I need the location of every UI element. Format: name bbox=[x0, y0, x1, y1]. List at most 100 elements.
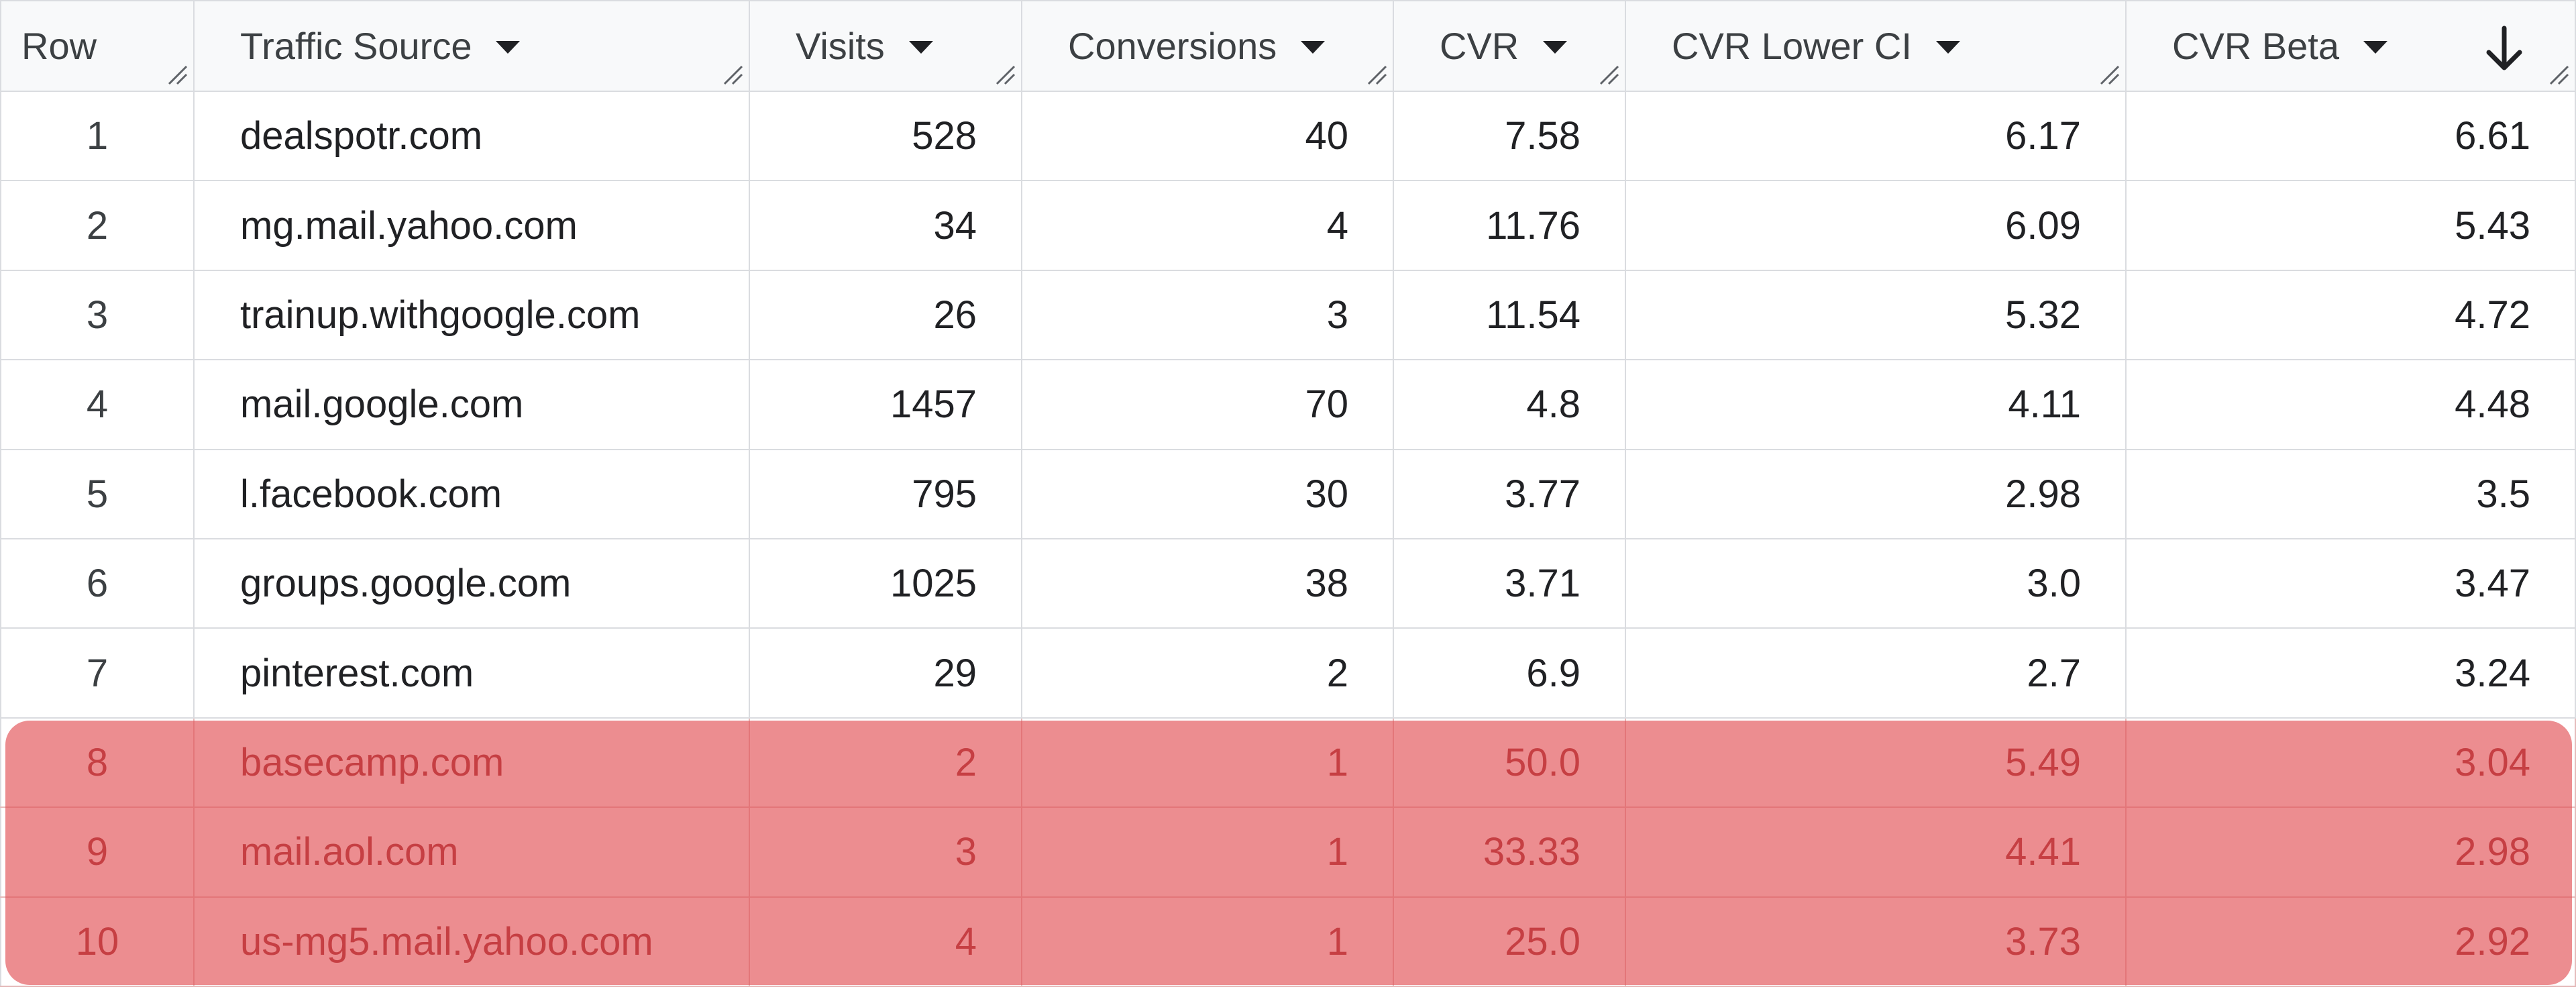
cell-traffic-source[interactable]: trainup.withgoogle.com bbox=[195, 270, 750, 360]
resize-handle-icon[interactable] bbox=[1363, 61, 1387, 85]
table-row[interactable]: 6 groups.google.com 1025 38 3.71 3.0 3.47 bbox=[0, 539, 2576, 629]
cell-traffic-source[interactable]: basecamp.com bbox=[195, 718, 750, 807]
cell-cvr[interactable]: 50.0 bbox=[1394, 718, 1626, 807]
cell-traffic-source[interactable]: mail.google.com bbox=[195, 360, 750, 449]
cell-traffic-source[interactable]: l.facebook.com bbox=[195, 450, 750, 538]
cell-row[interactable]: 7 bbox=[0, 629, 195, 717]
cell-cvr-lower-ci[interactable]: 4.41 bbox=[1626, 808, 2127, 896]
caret-down-icon[interactable] bbox=[496, 41, 521, 54]
cell-cvr-beta[interactable]: 4.48 bbox=[2127, 360, 2576, 449]
cell-conversions[interactable]: 1 bbox=[1022, 718, 1394, 807]
caret-down-icon[interactable] bbox=[1543, 41, 1568, 54]
cell-visits[interactable]: 3 bbox=[750, 808, 1022, 896]
column-header-cvr-beta[interactable]: CVR Beta bbox=[2127, 1, 2576, 91]
table-row[interactable]: 5 l.facebook.com 795 30 3.77 2.98 3.5 bbox=[0, 450, 2576, 539]
table-row[interactable]: 4 mail.google.com 1457 70 4.8 4.11 4.48 bbox=[0, 360, 2576, 450]
table-row[interactable]: 8 basecamp.com 2 1 50.0 5.49 3.04 bbox=[0, 718, 2576, 809]
cell-row[interactable]: 3 bbox=[0, 270, 195, 360]
cell-row[interactable]: 9 bbox=[0, 808, 195, 896]
resize-handle-icon[interactable] bbox=[991, 61, 1016, 85]
cell-cvr-lower-ci[interactable]: 2.98 bbox=[1626, 450, 2127, 538]
cell-conversions[interactable]: 70 bbox=[1022, 360, 1394, 449]
cell-visits[interactable]: 2 bbox=[750, 718, 1022, 807]
cell-cvr-lower-ci[interactable]: 2.7 bbox=[1626, 629, 2127, 717]
column-header-visits[interactable]: Visits bbox=[750, 1, 1022, 91]
cell-conversions[interactable]: 1 bbox=[1022, 808, 1394, 896]
cell-cvr-beta[interactable]: 4.72 bbox=[2127, 270, 2576, 360]
cell-cvr[interactable]: 3.71 bbox=[1394, 539, 1626, 628]
table-row[interactable]: 9 mail.aol.com 3 1 33.33 4.41 2.98 bbox=[0, 808, 2576, 898]
cell-cvr-beta[interactable]: 5.43 bbox=[2127, 181, 2576, 270]
caret-down-icon[interactable] bbox=[2363, 41, 2387, 54]
cell-conversions[interactable]: 30 bbox=[1022, 450, 1394, 538]
cell-conversions[interactable]: 38 bbox=[1022, 539, 1394, 628]
caret-down-icon[interactable] bbox=[1935, 41, 1960, 54]
cell-conversions[interactable]: 1 bbox=[1022, 897, 1394, 986]
table-row[interactable]: 1 dealspotr.com 528 40 7.58 6.17 6.61 bbox=[0, 92, 2576, 182]
cell-traffic-source[interactable]: us-mg5.mail.yahoo.com bbox=[195, 897, 750, 986]
cell-cvr[interactable]: 11.54 bbox=[1394, 270, 1626, 360]
cell-cvr[interactable]: 4.8 bbox=[1394, 360, 1626, 449]
cell-cvr[interactable]: 7.58 bbox=[1394, 92, 1626, 180]
cell-row[interactable]: 5 bbox=[0, 450, 195, 538]
cell-cvr-lower-ci[interactable]: 3.73 bbox=[1626, 897, 2127, 986]
cell-visits[interactable]: 34 bbox=[750, 181, 1022, 270]
cell-visits[interactable]: 26 bbox=[750, 270, 1022, 360]
column-header-cvr-lower-ci[interactable]: CVR Lower CI bbox=[1626, 1, 2127, 91]
column-header-row[interactable]: Row bbox=[0, 1, 195, 91]
cell-visits[interactable]: 1025 bbox=[750, 539, 1022, 628]
resize-handle-icon[interactable] bbox=[2096, 61, 2120, 85]
cell-traffic-source[interactable]: mail.aol.com bbox=[195, 808, 750, 896]
cell-cvr[interactable]: 11.76 bbox=[1394, 181, 1626, 270]
table-row[interactable]: 10 us-mg5.mail.yahoo.com 4 1 25.0 3.73 2.92 bbox=[0, 897, 2576, 987]
cell-conversions[interactable]: 2 bbox=[1022, 629, 1394, 717]
resize-handle-icon[interactable] bbox=[719, 61, 743, 85]
cell-cvr[interactable]: 6.9 bbox=[1394, 629, 1626, 717]
cell-cvr-beta[interactable]: 2.92 bbox=[2127, 897, 2576, 986]
cell-cvr-lower-ci[interactable]: 5.32 bbox=[1626, 270, 2127, 360]
caret-down-icon[interactable] bbox=[908, 41, 933, 54]
cell-visits[interactable]: 795 bbox=[750, 450, 1022, 538]
cell-visits[interactable]: 4 bbox=[750, 897, 1022, 986]
arrow-down-icon[interactable] bbox=[2481, 24, 2528, 72]
cell-cvr-lower-ci[interactable]: 6.09 bbox=[1626, 181, 2127, 270]
cell-cvr-beta[interactable]: 3.5 bbox=[2127, 450, 2576, 538]
cell-traffic-source[interactable]: dealspotr.com bbox=[195, 92, 750, 180]
table-row[interactable]: 7 pinterest.com 29 2 6.9 2.7 3.24 bbox=[0, 629, 2576, 719]
resize-handle-icon[interactable] bbox=[164, 61, 188, 85]
cell-cvr-lower-ci[interactable]: 4.11 bbox=[1626, 360, 2127, 449]
cell-visits[interactable]: 1457 bbox=[750, 360, 1022, 449]
cell-row[interactable]: 1 bbox=[0, 92, 195, 180]
cell-cvr[interactable]: 33.33 bbox=[1394, 808, 1626, 896]
cell-row[interactable]: 4 bbox=[0, 360, 195, 449]
cell-visits[interactable]: 528 bbox=[750, 92, 1022, 180]
caret-down-icon[interactable] bbox=[1301, 41, 1326, 54]
cell-row[interactable]: 2 bbox=[0, 181, 195, 270]
column-header-cvr[interactable]: CVR bbox=[1394, 1, 1626, 91]
resize-handle-icon[interactable] bbox=[2545, 61, 2569, 85]
cell-row[interactable]: 6 bbox=[0, 539, 195, 628]
cell-cvr-lower-ci[interactable]: 5.49 bbox=[1626, 718, 2127, 807]
cell-conversions[interactable]: 4 bbox=[1022, 181, 1394, 270]
cell-traffic-source[interactable]: groups.google.com bbox=[195, 539, 750, 628]
cell-traffic-source[interactable]: pinterest.com bbox=[195, 629, 750, 717]
cell-row[interactable]: 10 bbox=[0, 897, 195, 986]
cell-cvr[interactable]: 3.77 bbox=[1394, 450, 1626, 538]
column-header-traffic-source[interactable]: Traffic Source bbox=[195, 1, 750, 91]
cell-cvr[interactable]: 25.0 bbox=[1394, 897, 1626, 986]
cell-row[interactable]: 8 bbox=[0, 718, 195, 807]
cell-conversions[interactable]: 3 bbox=[1022, 270, 1394, 360]
column-header-conversions[interactable]: Conversions bbox=[1022, 1, 1394, 91]
cell-cvr-beta[interactable]: 3.47 bbox=[2127, 539, 2576, 628]
cell-cvr-beta[interactable]: 3.24 bbox=[2127, 629, 2576, 717]
cell-cvr-lower-ci[interactable]: 3.0 bbox=[1626, 539, 2127, 628]
table-row[interactable]: 3 trainup.withgoogle.com 26 3 11.54 5.32 4.72 bbox=[0, 270, 2576, 361]
cell-visits[interactable]: 29 bbox=[750, 629, 1022, 717]
cell-traffic-source[interactable]: mg.mail.yahoo.com bbox=[195, 181, 750, 270]
cell-cvr-lower-ci[interactable]: 6.17 bbox=[1626, 92, 2127, 180]
cell-cvr-beta[interactable]: 2.98 bbox=[2127, 808, 2576, 896]
cell-conversions[interactable]: 40 bbox=[1022, 92, 1394, 180]
table-row[interactable]: 2 mg.mail.yahoo.com 34 4 11.76 6.09 5.43 bbox=[0, 181, 2576, 271]
cell-cvr-beta[interactable]: 6.61 bbox=[2127, 92, 2576, 180]
resize-handle-icon[interactable] bbox=[1595, 61, 1619, 85]
